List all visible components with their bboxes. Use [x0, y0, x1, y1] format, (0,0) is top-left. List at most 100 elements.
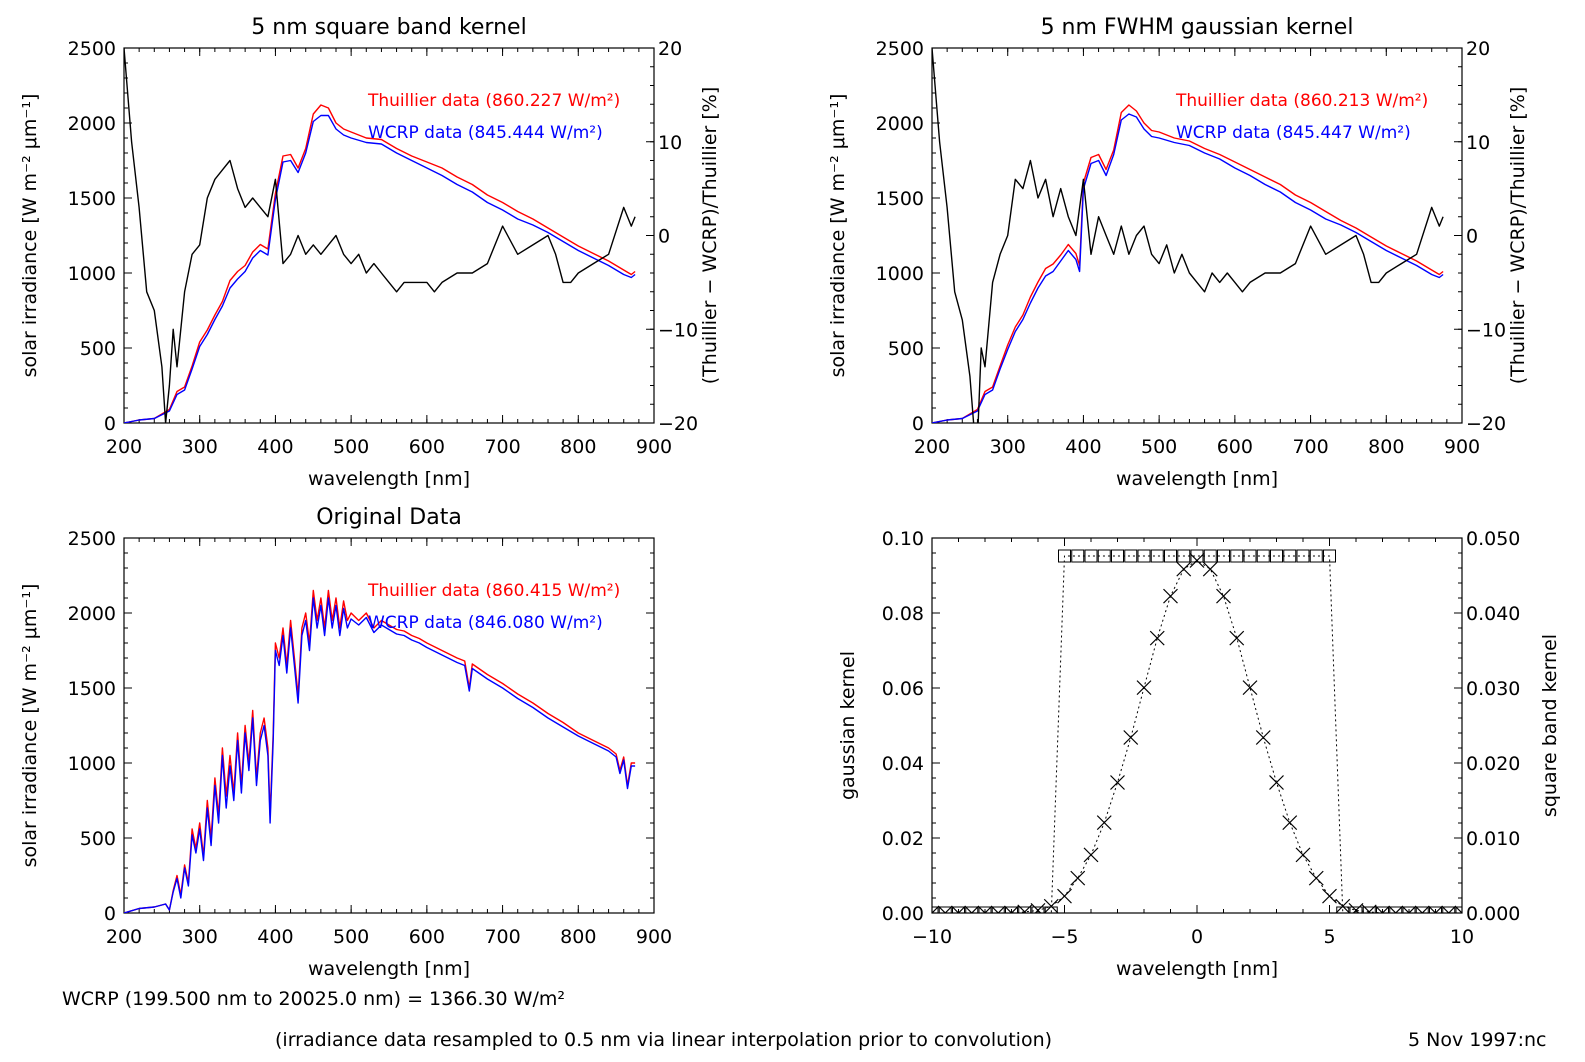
y2-tick-label: 0.000 — [1466, 903, 1520, 925]
gaussian-x-marker — [1375, 905, 1390, 913]
x-tick-label: 800 — [1368, 436, 1404, 458]
square-band-marker — [1309, 549, 1323, 563]
x-marker-stroke — [1202, 561, 1218, 577]
x-tick-label: 600 — [1217, 436, 1253, 458]
x-tick-label: 700 — [484, 926, 520, 948]
gaussian-x-marker — [1110, 775, 1125, 790]
square-band-marker — [1177, 549, 1191, 563]
x-marker-stroke — [1447, 905, 1457, 913]
series-line-wcrp — [124, 114, 636, 423]
square-band-marker — [1097, 549, 1111, 563]
square-band-marker — [1376, 906, 1389, 913]
square-band-marker — [1203, 549, 1217, 563]
gaussian-x-marker — [951, 905, 966, 913]
gaussian-x-marker — [1335, 898, 1351, 913]
y2-tick-label: −10 — [1466, 319, 1506, 341]
square-band-marker — [952, 906, 965, 913]
plot-frame — [123, 537, 655, 914]
y-tick-label: 0.10 — [882, 528, 924, 550]
gaussian-x-marker — [1096, 815, 1112, 831]
square-band-marker — [1349, 906, 1363, 913]
y-tick-label: 0.04 — [882, 753, 924, 775]
gaussian-x-marker — [1255, 730, 1271, 745]
series-line-wcrp — [932, 113, 1444, 423]
x-axis-label: wavelength [nm] — [1116, 468, 1278, 490]
series-group — [932, 48, 1444, 423]
square-band-marker — [1137, 549, 1151, 563]
y-axis-label: solar irradiance [W m⁻² μm⁻¹] — [19, 94, 41, 378]
x-tick-label: −5 — [1050, 926, 1078, 948]
x-tick-label: 500 — [1141, 436, 1177, 458]
x-marker-stroke — [1034, 902, 1046, 913]
x-marker-stroke — [1163, 588, 1178, 604]
x-marker-stroke — [1083, 847, 1099, 863]
y-tick-label: 0 — [104, 413, 116, 435]
square-band-marker — [1217, 549, 1230, 563]
gaussian-x-marker — [1136, 680, 1152, 696]
gaussian-x-marker — [1348, 902, 1364, 913]
square-band-marker — [1071, 549, 1085, 563]
y-tick-label: 2000 — [876, 113, 924, 135]
gaussian-x-marker — [990, 905, 1006, 913]
square-band-marker — [1323, 549, 1336, 563]
x-tick-label: 600 — [409, 926, 445, 948]
gaussian-x-marker — [977, 905, 993, 913]
legend-wcrp: WCRP data (846.080 W/m²) — [368, 613, 603, 633]
gaussian-x-marker — [1202, 561, 1218, 577]
y-tick-label: 1500 — [68, 188, 116, 210]
gaussian-x-marker — [1163, 588, 1178, 604]
panel-square-kernel: 200 300 400 500 600 700 800 9000500100015002000… — [19, 15, 721, 490]
y2-axis-label: (Thuillier − WCRP)/Thuillier [%] — [699, 87, 721, 384]
gaussian-x-marker — [1414, 905, 1430, 913]
y2-tick-label: 0.020 — [1466, 753, 1520, 775]
square-band-marker — [1336, 906, 1350, 913]
gaussian-x-marker — [1295, 847, 1311, 863]
gaussian-x-marker — [1004, 905, 1019, 913]
square-band-marker — [1283, 549, 1297, 563]
panel-kernel-shapes: −10 −5 0 5 10 0.00 0.02 0.04 0.06 0.08 0.10 0.000 0.… — [837, 528, 1561, 980]
x-marker-stroke — [1216, 588, 1231, 604]
square-band-marker — [1230, 549, 1244, 563]
series-line-wcrp — [124, 597, 636, 913]
x-marker-stroke — [1322, 888, 1337, 904]
y2-tick-label: 20 — [658, 38, 682, 60]
gaussian-x-marker — [1229, 630, 1245, 646]
y-tick-label: 1500 — [876, 188, 924, 210]
gaussian-x-marker — [932, 905, 940, 913]
gaussian-x-marker — [1308, 870, 1324, 886]
y-tick-label: 1000 — [68, 263, 116, 285]
x-tick-label: 300 — [182, 926, 218, 948]
y2-tick-label: 0 — [1466, 226, 1478, 248]
x-tick-label: 10 — [1450, 926, 1474, 948]
gaussian-x-marker — [1454, 905, 1462, 913]
gaussian-x-marker — [1269, 775, 1284, 790]
x-marker-stroke — [1149, 630, 1165, 646]
legend-thuillier: Thuillier data (860.213 W/m²) — [1175, 91, 1428, 111]
square-band-marker — [1270, 549, 1283, 563]
x-tick-label: 500 — [333, 926, 369, 948]
y-tick-label: 500 — [80, 338, 116, 360]
x-marker-stroke — [1388, 905, 1397, 913]
chart-title: 5 nm FWHM gaussian kernel — [1041, 15, 1354, 40]
y2-tick-label: 0.050 — [1466, 528, 1520, 550]
x-marker-stroke — [1242, 680, 1258, 696]
square-band-marker — [1389, 906, 1403, 913]
y-tick-label: 0 — [104, 903, 116, 925]
panel-original-data: 200 300 400 500 600 700 800 900 0 500 1000 1500 2000… — [19, 505, 672, 980]
x-marker-stroke — [957, 905, 966, 913]
x-marker-stroke — [1189, 553, 1205, 568]
gaussian-x-marker — [937, 905, 953, 913]
y-tick-label: 1000 — [68, 753, 116, 775]
chart-title: Original Data — [316, 505, 462, 530]
x-marker-stroke — [1295, 847, 1311, 863]
x-marker-stroke — [984, 905, 993, 913]
x-marker-stroke — [1375, 905, 1384, 913]
x-marker-stroke — [1414, 905, 1424, 913]
square-band-marker — [1084, 549, 1098, 563]
footer-wcrp-total: WCRP (199.500 nm to 20025.0 nm) = 1366.3… — [62, 988, 565, 1010]
square-band-marker — [1362, 906, 1376, 913]
square-band-marker — [1164, 549, 1177, 563]
x-marker-stroke — [970, 905, 980, 913]
gaussian-x-marker — [1428, 905, 1443, 913]
x-marker-stroke — [1428, 905, 1437, 913]
